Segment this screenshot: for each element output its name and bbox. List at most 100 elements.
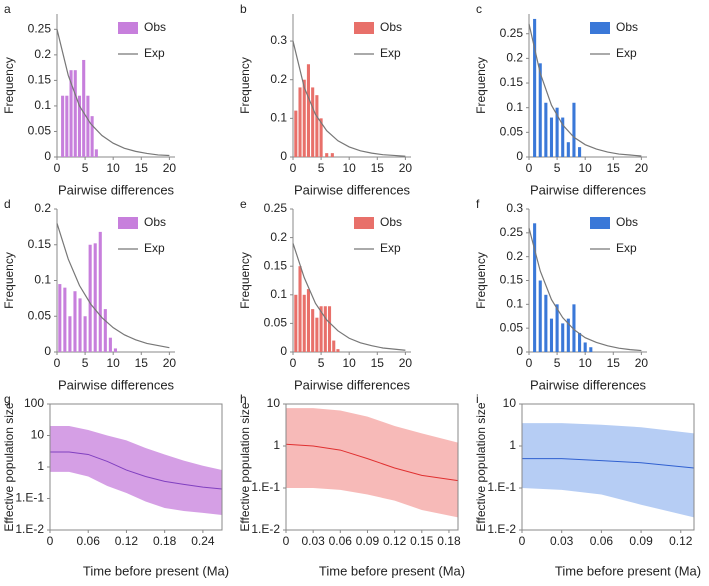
legend-swatch [354,217,374,229]
y-tick-label: 0.05 [28,124,52,138]
bar [327,306,332,352]
x-tick-label: 15 [371,356,385,370]
x-tick-label: 0.06 [590,534,614,548]
legend-label: Exp [380,46,401,60]
x-tick-label: 0.06 [77,534,101,548]
bar [306,64,310,157]
y-tick-label: 0.25 [264,201,288,215]
x-tick-label: 0.12 [383,534,407,548]
x-tick-label: 5 [82,356,89,370]
y-tick-label: 1.E-2 [15,522,44,536]
x-tick-label: 5 [82,161,89,175]
y-tick-label: 0.2 [506,51,523,65]
legend-label: Exp [144,46,165,60]
bar [533,18,537,158]
x-tick-label: 0.24 [191,534,215,548]
exp-line [56,29,170,157]
bar [583,342,587,352]
y-tick-label: 1 [37,459,44,473]
x-tick-label: 20 [635,356,649,370]
y-axis-label: Frequency [2,252,16,309]
y-tick-label: 0 [280,344,287,358]
x-tick-label: 0 [54,356,61,370]
y-tick-label: 1.E-2 [251,522,280,536]
y-axis-label: Effective population size [474,402,488,532]
bar [572,102,576,157]
legend-label: Obs [616,20,638,34]
y-tick-label: 0.1 [506,100,523,114]
x-tick-label: 0 [526,356,533,370]
y-tick-label: 0 [516,344,523,358]
x-tick-label: 10 [107,161,121,175]
bar [61,95,65,157]
x-tick-label: 0.15 [410,534,434,548]
x-tick-label: 20 [399,161,413,175]
panel-label: c [476,2,482,16]
y-axis-label: Frequency [2,57,16,114]
legend-swatch [590,22,610,34]
bar [311,87,315,157]
x-tick-label: 10 [579,356,593,370]
bar [94,149,98,157]
bar [544,102,548,157]
bar [294,294,298,352]
y-tick-label: 0.2 [270,230,287,244]
x-axis-label: Pairwise differences [530,377,647,392]
bar [555,304,559,352]
bar [561,117,565,157]
bar [108,337,112,352]
bar [323,306,327,352]
bar [538,280,542,352]
legend-label: Obs [616,215,638,229]
x-tick-label: 10 [579,161,593,175]
legend-label: Exp [616,46,637,60]
bar [93,243,97,352]
y-tick-label: 0 [44,149,51,163]
bar [336,349,340,352]
y-tick-label: 0.15 [500,75,524,89]
bar [103,309,107,352]
bar [68,316,72,352]
x-axis-label: Pairwise differences [58,377,175,392]
legend-swatch [118,22,138,34]
bar [566,318,570,352]
bar [73,70,77,157]
bar [319,306,323,352]
confidence-band [286,408,458,518]
legend-label: Obs [380,20,402,34]
x-tick-label: 20 [399,356,413,370]
x-tick-label: 0 [283,534,290,548]
y-tick-label: 1.E-1 [251,480,280,494]
bar [77,95,82,157]
bar [549,117,554,157]
y-tick-label: 0.1 [270,111,287,125]
y-tick-label: 0.25 [500,26,524,40]
bar [561,323,565,352]
x-tick-label: 0 [519,534,526,548]
x-tick-label: 15 [135,356,149,370]
x-tick-label: 5 [554,161,561,175]
bar [325,153,329,157]
bar [63,287,67,352]
bar [589,347,593,352]
y-tick-label: 0.1 [270,287,287,301]
x-tick-label: 10 [343,161,357,175]
x-axis-label: Time before present (Ma) [555,563,701,578]
exp-line [292,243,406,351]
y-tick-label: 0.05 [500,320,524,334]
y-tick-label: 0.25 [28,21,52,35]
bar [294,110,298,157]
y-tick-label: 0 [280,149,287,163]
bar [298,87,302,157]
legend-label: Obs [144,20,166,34]
y-tick-label: 0.05 [28,308,52,322]
bar [566,142,570,157]
exp-line [292,40,406,157]
bar [311,309,315,352]
y-tick-label: 10 [267,396,281,410]
y-axis-label: Frequency [474,252,488,309]
x-tick-label: 0 [290,356,297,370]
y-tick-label: 0.2 [270,72,287,86]
x-tick-label: 0.09 [356,534,380,548]
panel-label: f [476,197,480,211]
